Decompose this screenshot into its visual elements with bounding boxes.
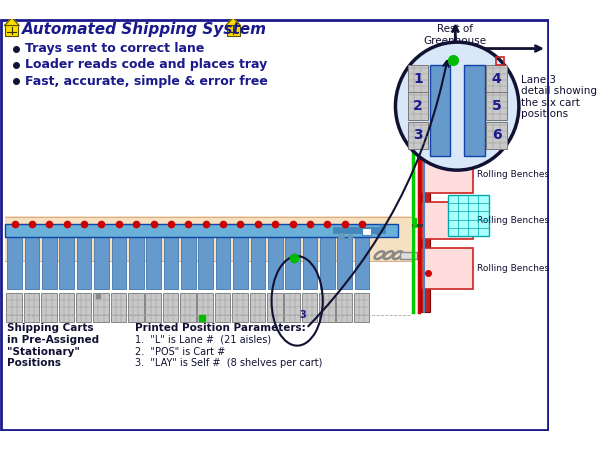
Bar xyxy=(267,292,283,322)
Bar xyxy=(145,292,161,322)
Text: Loader reads code and places tray: Loader reads code and places tray xyxy=(25,58,267,72)
Bar xyxy=(302,292,317,322)
Bar xyxy=(487,92,506,120)
Text: 2: 2 xyxy=(413,99,423,113)
Bar xyxy=(251,237,265,289)
Bar xyxy=(422,202,473,239)
Bar xyxy=(233,237,248,289)
Bar xyxy=(421,147,430,312)
Bar xyxy=(422,157,473,193)
Bar xyxy=(7,292,22,322)
Bar xyxy=(355,237,370,289)
Bar xyxy=(180,292,196,322)
Bar xyxy=(430,65,450,157)
Bar xyxy=(5,224,398,237)
Bar xyxy=(285,237,300,289)
Bar xyxy=(408,65,428,92)
Text: 3: 3 xyxy=(413,128,422,142)
Bar xyxy=(41,292,56,322)
Bar xyxy=(129,237,143,289)
Bar xyxy=(77,237,91,289)
Bar xyxy=(93,292,109,322)
Bar xyxy=(94,237,109,289)
Ellipse shape xyxy=(395,42,519,170)
Bar xyxy=(7,237,22,289)
Text: 3.  "LAY" is Self #  (8 shelves per cart): 3. "LAY" is Self # (8 shelves per cart) xyxy=(136,359,323,369)
Bar xyxy=(199,237,213,289)
Text: 1: 1 xyxy=(413,72,423,86)
Bar xyxy=(128,292,143,322)
Bar xyxy=(181,237,196,289)
Text: Shipping Carts: Shipping Carts xyxy=(7,323,94,333)
Text: 6: 6 xyxy=(491,128,501,142)
Bar xyxy=(232,292,248,322)
Text: Rolling Benches: Rolling Benches xyxy=(477,216,550,225)
Bar xyxy=(337,292,352,322)
Bar xyxy=(408,92,428,120)
Bar xyxy=(215,292,230,322)
Bar xyxy=(59,237,74,289)
Text: 4: 4 xyxy=(491,72,502,86)
Bar xyxy=(5,26,18,36)
Bar xyxy=(163,292,178,322)
Bar xyxy=(164,237,178,289)
Polygon shape xyxy=(5,18,19,26)
Text: Fast, accurate, simple & error free: Fast, accurate, simple & error free xyxy=(25,75,268,88)
Bar xyxy=(362,228,371,235)
Text: 1.  "L" is Lane #  (21 aisles): 1. "L" is Lane # (21 aisles) xyxy=(136,335,271,345)
Bar xyxy=(408,122,428,149)
Bar xyxy=(227,26,239,36)
Text: Automated Shipping System: Automated Shipping System xyxy=(22,22,267,37)
Bar xyxy=(319,292,335,322)
Text: 2.  "POS" is Cart #: 2. "POS" is Cart # xyxy=(136,346,226,356)
Text: Lane 3
detail showing
the six cart
positions: Lane 3 detail showing the six cart posit… xyxy=(521,75,597,119)
Bar xyxy=(487,65,506,92)
Polygon shape xyxy=(226,18,241,26)
Text: Rest of
Greenhouse: Rest of Greenhouse xyxy=(424,24,487,46)
Bar xyxy=(487,122,506,149)
Bar xyxy=(337,237,352,289)
Bar xyxy=(268,237,283,289)
Bar xyxy=(24,292,40,322)
Text: Rolling Benches: Rolling Benches xyxy=(477,170,550,179)
Bar xyxy=(197,292,213,322)
Bar xyxy=(42,237,56,289)
Bar xyxy=(464,65,485,157)
Bar xyxy=(5,216,412,261)
Bar xyxy=(146,237,161,289)
Text: 3: 3 xyxy=(299,310,306,320)
Text: Trays sent to correct lane: Trays sent to correct lane xyxy=(25,42,204,55)
Bar xyxy=(250,292,265,322)
Bar xyxy=(354,292,370,322)
Bar xyxy=(76,292,91,322)
Bar xyxy=(216,237,230,289)
Bar xyxy=(448,195,489,236)
Bar xyxy=(302,237,317,289)
Bar xyxy=(400,252,417,259)
Bar xyxy=(422,248,473,289)
Bar xyxy=(110,292,126,322)
Bar xyxy=(25,237,40,289)
Bar xyxy=(112,237,126,289)
Bar xyxy=(284,292,300,322)
Bar xyxy=(496,57,504,65)
Bar xyxy=(59,292,74,322)
Text: Printed Position Parameters:: Printed Position Parameters: xyxy=(136,323,306,333)
Text: Positions: Positions xyxy=(7,359,61,369)
Text: in Pre-Assigned: in Pre-Assigned xyxy=(7,335,100,345)
Text: 5: 5 xyxy=(491,99,502,113)
Text: Rolling Benches: Rolling Benches xyxy=(477,264,550,273)
Text: "Stationary": "Stationary" xyxy=(7,346,80,356)
Bar xyxy=(320,237,335,289)
